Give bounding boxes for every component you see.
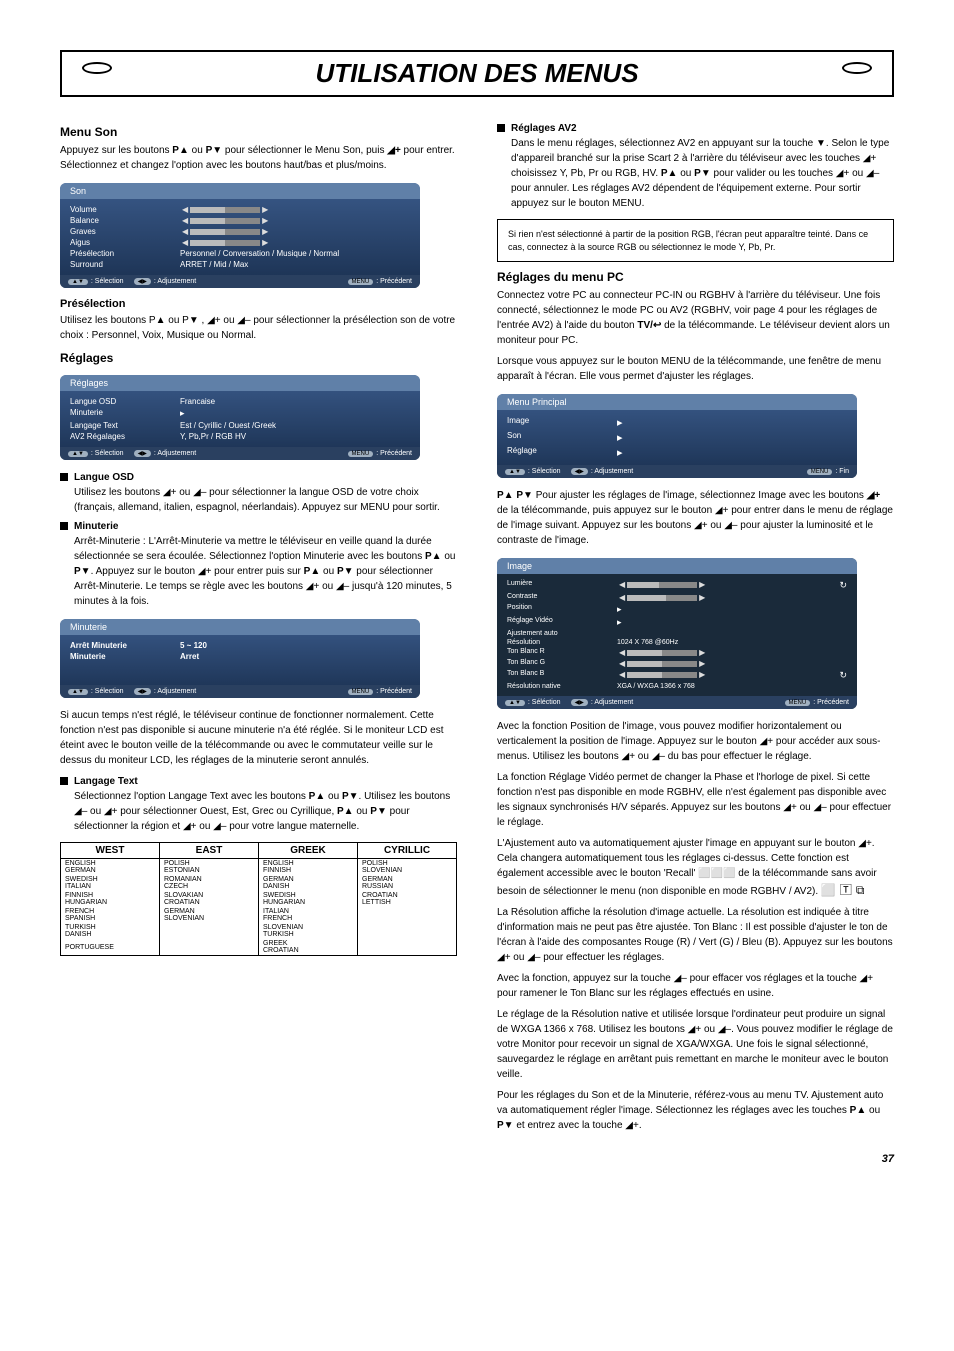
bullet-av2: Réglages AV2 Dans le menu réglages, séle… [497, 121, 894, 211]
page-number: 37 [497, 1153, 894, 1165]
reset-icon: ↻ [839, 670, 847, 681]
bullet-minuterie: Minuterie Arrêt-Minuterie : L'Arrêt-Minu… [60, 519, 457, 609]
bullet-icon [60, 522, 68, 530]
lang-th-east: EAST [160, 843, 259, 859]
tonblanc-text: Avec la fonction, appuyez sur la touche … [497, 971, 894, 1001]
osd-main-title: Menu Principal [497, 394, 857, 410]
sound-timer-text: Pour les réglages du Son et de la Minute… [497, 1088, 894, 1133]
osd-son-body: Volume◀▶ Balance◀▶ Graves◀▶ Aigus◀▶ Prés… [60, 199, 420, 275]
p-down-icon: P▼ [206, 145, 223, 156]
tv-input-icon: TV/↩ [637, 320, 661, 331]
auto-adjust-text: L'Ajustement auto va automatiquement aju… [497, 836, 894, 899]
osd-son-title: Son [60, 183, 420, 199]
osd-son: Son Volume◀▶ Balance◀▶ Graves◀▶ Aigus◀▶ … [60, 183, 420, 288]
vol-up-icon: ◢+ [387, 145, 401, 156]
osd-main: Menu Principal Image▸ Son▸ Réglage▸ ▲▼: … [497, 394, 857, 478]
lang-th-cyrillic: CYRILLIC [358, 843, 457, 859]
menu-son-heading: Menu Son [60, 125, 457, 139]
lang-th-greek: GREEK [259, 843, 358, 859]
osd-main-body: Image▸ Son▸ Réglage▸ [497, 410, 857, 465]
osd-image-title: Image [497, 558, 857, 574]
bullet-langage-text: Langage Text Sélectionnez l'option Langa… [60, 774, 457, 834]
position-text: Avec la fonction Position de l'image, vo… [497, 719, 894, 764]
osd-minuterie: Minuterie Arrêt Minuterie5 ~ 120 Minuter… [60, 619, 420, 698]
note-box-rgb: Si rien n'est sélectionné à partir de la… [497, 219, 894, 262]
osd-reglages-foot: ▲▼: Sélection ◀▶: Adjustement MENU: Préc… [60, 447, 420, 460]
native-res-text: Le réglage de la Résolution native et ut… [497, 1007, 894, 1082]
chevron-right-icon: ▸ [617, 416, 847, 429]
pc-text-1: Connectez votre PC au connecteur PC-IN o… [497, 288, 894, 348]
osd-image: Image Lumière◀▶↻ Contraste◀▶ Position▸ R… [497, 558, 857, 709]
pc-image-text: P▲ P▼ Pour ajuster les réglages de l'ima… [497, 488, 894, 548]
reglages-heading: Réglages [60, 351, 457, 365]
page-title: UTILISATION DES MENUS [60, 50, 894, 97]
resolution-text: La Résolution affiche la résolution d'im… [497, 905, 894, 965]
presel-heading: Présélection [60, 298, 457, 310]
bullet-icon [60, 777, 68, 785]
recall-aspect-icons: ⬜🅃⧉ [821, 883, 869, 897]
title-ornament-right [842, 62, 872, 74]
bullet-icon [60, 473, 68, 481]
chevron-right-icon: ▸ [617, 431, 847, 444]
osd-son-foot: ▲▼: Sélection ◀▶: Adjustement MENU: Préc… [60, 275, 420, 288]
osd-image-body: Lumière◀▶↻ Contraste◀▶ Position▸ Réglage… [497, 574, 857, 696]
title-ornament-left [82, 62, 112, 74]
page-title-text: UTILISATION DES MENUS [315, 58, 638, 88]
bullet-langue-osd: Langue OSD Utilisez les boutons ◢+ ou ◢–… [60, 470, 457, 515]
bullet-icon [497, 124, 505, 132]
osd-main-foot: ▲▼: Sélection ◀▶: Adjustement MENU: Fin [497, 465, 857, 478]
minuterie-note: Si aucun temps n'est réglé, le téléviseu… [60, 708, 457, 768]
osd-reglages-title: Réglages [60, 375, 420, 391]
presel-text: Utilisez les boutons P▲ ou P▼ , ◢+ ou ◢–… [60, 313, 457, 343]
two-column-layout: Menu Son Appuyez sur les boutons P▲ ou P… [60, 117, 894, 1165]
language-table: WEST EAST GREEK CYRILLIC ENGLISHGERMAN P… [60, 842, 457, 956]
reset-icon: ↻ [839, 580, 847, 591]
osd-minuterie-foot: ▲▼: Sélection ◀▶: Adjustement MENU: Préc… [60, 685, 420, 698]
video-text: La fonction Réglage Vidéo permet de chan… [497, 770, 894, 830]
osd-minuterie-title: Minuterie [60, 619, 420, 635]
osd-reglages: Réglages Langue OSDFrancaise Minuterie▸ … [60, 375, 420, 460]
chevron-right-icon: ▸ [180, 408, 410, 419]
menu-son-intro: Appuyez sur les boutons P▲ ou P▼ pour sé… [60, 143, 457, 173]
left-column: Menu Son Appuyez sur les boutons P▲ ou P… [60, 117, 457, 1165]
right-column: Réglages AV2 Dans le menu réglages, séle… [497, 117, 894, 1165]
lang-th-west: WEST [61, 843, 160, 859]
osd-reglages-body: Langue OSDFrancaise Minuterie▸ Langage T… [60, 391, 420, 447]
osd-minuterie-body: Arrêt Minuterie5 ~ 120 MinuterieArret [60, 635, 420, 685]
pc-text-2: Lorsque vous appuyez sur le bouton MENU … [497, 354, 894, 384]
chevron-right-icon: ▸ [617, 446, 847, 459]
pc-menu-heading: Réglages du menu PC [497, 270, 894, 284]
p-up-icon: P▲ [172, 145, 189, 156]
osd-image-foot: ▲▼: Séléction ◀▶: Adjustement MENU: Préc… [497, 696, 857, 709]
